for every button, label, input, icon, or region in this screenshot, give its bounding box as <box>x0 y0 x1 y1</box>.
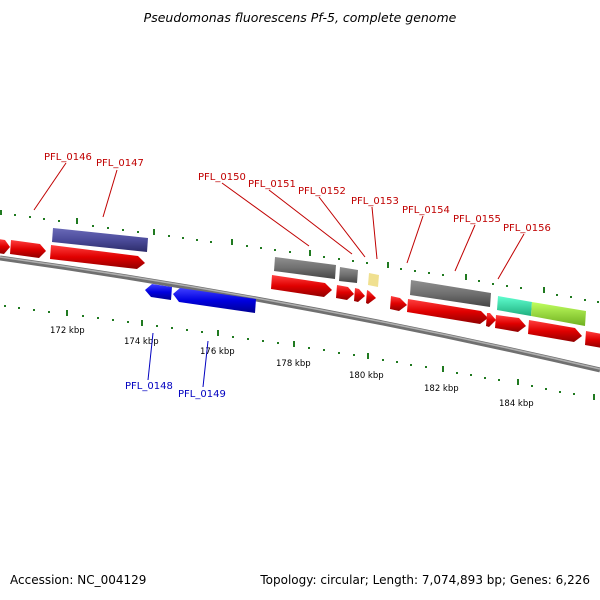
gene-label: PFL_0156 <box>503 223 551 234</box>
scale-label: 172 kbp <box>50 326 85 336</box>
feature-track <box>52 228 586 326</box>
gene-arrow-forward <box>390 296 407 311</box>
genome-backbone <box>0 255 600 373</box>
forward-gene-track <box>0 239 600 348</box>
feature-block <box>339 267 358 283</box>
gene-arrow-forward <box>0 239 10 254</box>
upper-tick-arc <box>0 210 599 303</box>
scale-label: 182 kbp <box>424 384 459 394</box>
gene-arrow-reverse <box>173 288 256 313</box>
gene-label: PFL_0152 <box>298 186 346 197</box>
gene-label: PFL_0149 <box>178 389 226 400</box>
gene-label: PFL_0148 <box>125 381 173 392</box>
gene-arrow-forward <box>10 240 46 258</box>
feature-block <box>368 273 379 287</box>
gene-arrow-forward <box>407 299 488 324</box>
gene-arrow-forward <box>50 245 145 269</box>
gene-arrow-forward <box>366 290 376 304</box>
gene-arrow-forward <box>354 288 365 302</box>
scale-label: 180 kbp <box>349 371 384 381</box>
reverse-gene-track <box>145 284 256 313</box>
gene-label: PFL_0147 <box>96 158 144 169</box>
gene-arrow-forward <box>495 315 526 332</box>
scale-label: 178 kbp <box>276 359 311 369</box>
gene-arrow-forward <box>486 313 496 327</box>
gene-label: PFL_0150 <box>198 172 246 183</box>
gene-label: PFL_0153 <box>351 196 399 207</box>
map-title: Pseudomonas fluorescens Pf-5, complete g… <box>143 10 457 25</box>
gene-arrow-forward <box>528 320 582 342</box>
feature-block <box>410 280 491 307</box>
lower-tick-arc <box>4 305 595 400</box>
gene-label: PFL_0155 <box>453 214 501 225</box>
accession-text: Accession: NC_004129 <box>10 573 147 587</box>
label-leader-lines <box>33 162 525 388</box>
feature-block <box>531 302 586 326</box>
gene-arrow-forward <box>336 285 354 300</box>
gene-label: PFL_0154 <box>402 205 450 216</box>
gene-arrow-forward <box>271 275 332 297</box>
feature-block <box>274 257 336 279</box>
gene-label: PFL_0146 <box>44 152 92 163</box>
scale-label: 176 kbp <box>200 347 235 357</box>
gene-arrow-forward <box>585 331 600 348</box>
scale-label: 184 kbp <box>499 399 534 409</box>
gene-label: PFL_0151 <box>248 179 296 190</box>
genome-summary-text: Topology: circular; Length: 7,074,893 bp… <box>260 573 590 587</box>
feature-block <box>497 296 532 316</box>
gene-arrow-reverse <box>145 284 172 300</box>
feature-block <box>52 228 148 252</box>
scale-label: 174 kbp <box>124 337 159 347</box>
